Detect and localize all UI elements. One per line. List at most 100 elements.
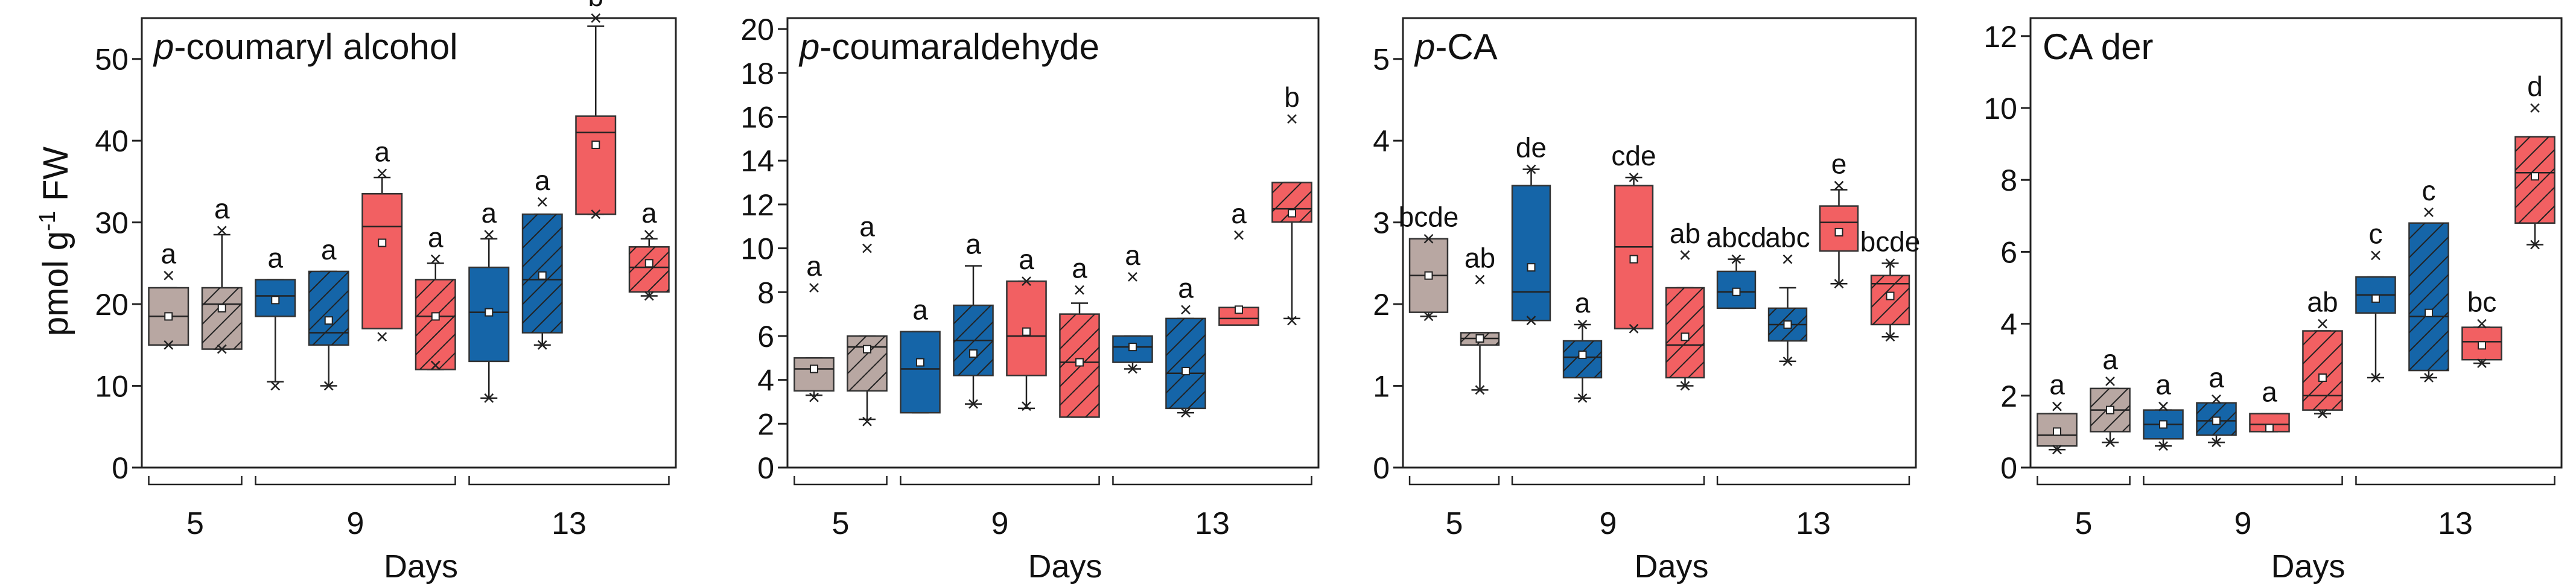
box-outlier-marker (591, 13, 601, 23)
box-outlier-marker (1022, 276, 1031, 286)
box-outlier-marker (1423, 311, 1434, 322)
box-mean-marker (1681, 332, 1690, 341)
box-outlier-marker (1783, 254, 1793, 264)
box-outlier-marker (2477, 319, 2487, 329)
box-6: a (1059, 253, 1100, 418)
box-mean-marker (1235, 305, 1243, 314)
box-9: e (1819, 148, 1859, 289)
significance-letter: a (2155, 369, 2171, 401)
y-tick-label: 4 (757, 364, 774, 398)
box-1: a (793, 250, 835, 402)
box-mean-marker (1075, 358, 1084, 367)
box-4: a (308, 234, 349, 391)
box-outlier-marker (1475, 385, 1485, 395)
day-bracket (468, 476, 670, 486)
box-mean-marker (1527, 263, 1536, 272)
panel-title: CA der (2043, 27, 2153, 67)
plot-frame (2029, 17, 2563, 469)
box-outlier-marker (1287, 316, 1297, 326)
box-mean-marker (1424, 271, 1433, 280)
box-mean-marker (217, 303, 226, 313)
box-outlier-marker (2212, 394, 2221, 404)
box-mean-marker (1629, 255, 1638, 264)
box-outlier-marker (2477, 358, 2487, 369)
box-3: a (2143, 369, 2184, 451)
significance-letter: abcd (1706, 222, 1767, 253)
box-body (793, 357, 835, 392)
box-outlier-marker (1629, 323, 1639, 334)
box-outlier-marker (1731, 254, 1741, 264)
box-outlier-marker (217, 344, 227, 354)
box-outlier-marker (1423, 233, 1434, 244)
day-label: 13 (1195, 506, 1230, 541)
plot-frame (1402, 17, 1917, 469)
box-outlier-marker (430, 254, 440, 264)
significance-letter: c (2369, 218, 2383, 249)
x-axis-label: Days (2271, 548, 2345, 584)
box-outlier-marker (591, 209, 601, 219)
box-outlier-marker (1577, 393, 1588, 403)
box-hatch (2303, 331, 2342, 410)
y-tick-label: 40 (95, 124, 129, 158)
box-body (361, 192, 403, 329)
box-mean-marker (1732, 287, 1741, 296)
box-mean-marker (1022, 327, 1031, 336)
box-outlier-marker (484, 230, 494, 240)
y-axis-label-main: pmol g (36, 231, 75, 336)
box-5: cde (1611, 140, 1656, 334)
panel-title-italic: p (798, 27, 819, 67)
significance-letter: a (321, 234, 337, 265)
y-tick-label: 20 (95, 288, 129, 322)
box-outlier-marker (2371, 250, 2380, 261)
significance-letter: ab (1465, 242, 1495, 273)
y-tick-label: 20 (740, 13, 774, 46)
day-label: 9 (991, 506, 1009, 541)
box-body (900, 331, 941, 414)
y-tick-label: 2 (757, 407, 774, 441)
day-bracket (1716, 476, 1910, 486)
box-outlier-marker (537, 197, 547, 207)
significance-letter: a (806, 250, 822, 282)
box-9: b (575, 0, 617, 219)
box-10: bcde (1860, 226, 1921, 342)
box-hatch (1166, 318, 1206, 408)
box-outlier-marker (1234, 230, 1244, 240)
significance-letter: a (2049, 369, 2065, 401)
box-10: b (1271, 81, 1312, 326)
box-mean-marker (2212, 416, 2221, 425)
box-mean-marker (1475, 334, 1484, 343)
box-6: ab (1665, 218, 1705, 391)
y-tick-label: 6 (2000, 235, 2017, 269)
box-outlier-marker (270, 381, 281, 391)
significance-letter: cde (1611, 140, 1656, 171)
box-mean-marker (1886, 291, 1895, 300)
box-outlier-marker (809, 392, 819, 402)
box-5: a (1006, 244, 1047, 411)
significance-letter: bcde (1860, 226, 1921, 257)
box-outlier-marker (1181, 408, 1191, 418)
panel-title: p-coumaraldehyde (798, 27, 1099, 67)
box-mean-marker (378, 238, 387, 247)
box-outlier-marker (377, 168, 387, 179)
box-outlier-marker (164, 340, 174, 350)
y-tick-label: 10 (1983, 92, 2017, 125)
box-outlier-marker (1526, 316, 1536, 326)
box-7: abcd (1706, 222, 1767, 309)
box-mean-marker (969, 349, 978, 358)
box-outlier-marker (1834, 279, 1844, 289)
significance-letter: a (2262, 376, 2277, 408)
box-outlier-marker (2318, 408, 2327, 419)
box-outlier-marker (484, 393, 494, 403)
box-mean-marker (810, 364, 818, 373)
significance-letter: a (535, 165, 550, 196)
box-outlier-marker (2212, 437, 2221, 448)
box-mean-marker (863, 344, 871, 354)
box-mean-marker (2318, 373, 2327, 382)
box-outlier-marker (1629, 173, 1639, 183)
y-tick-label: 4 (1373, 124, 1390, 158)
day-label: 5 (186, 506, 204, 541)
significance-letter: a (641, 197, 657, 229)
box-mean-marker (1834, 227, 1843, 236)
x-axis-label: Days (1634, 548, 1708, 584)
y-tick-label: 6 (757, 320, 774, 354)
